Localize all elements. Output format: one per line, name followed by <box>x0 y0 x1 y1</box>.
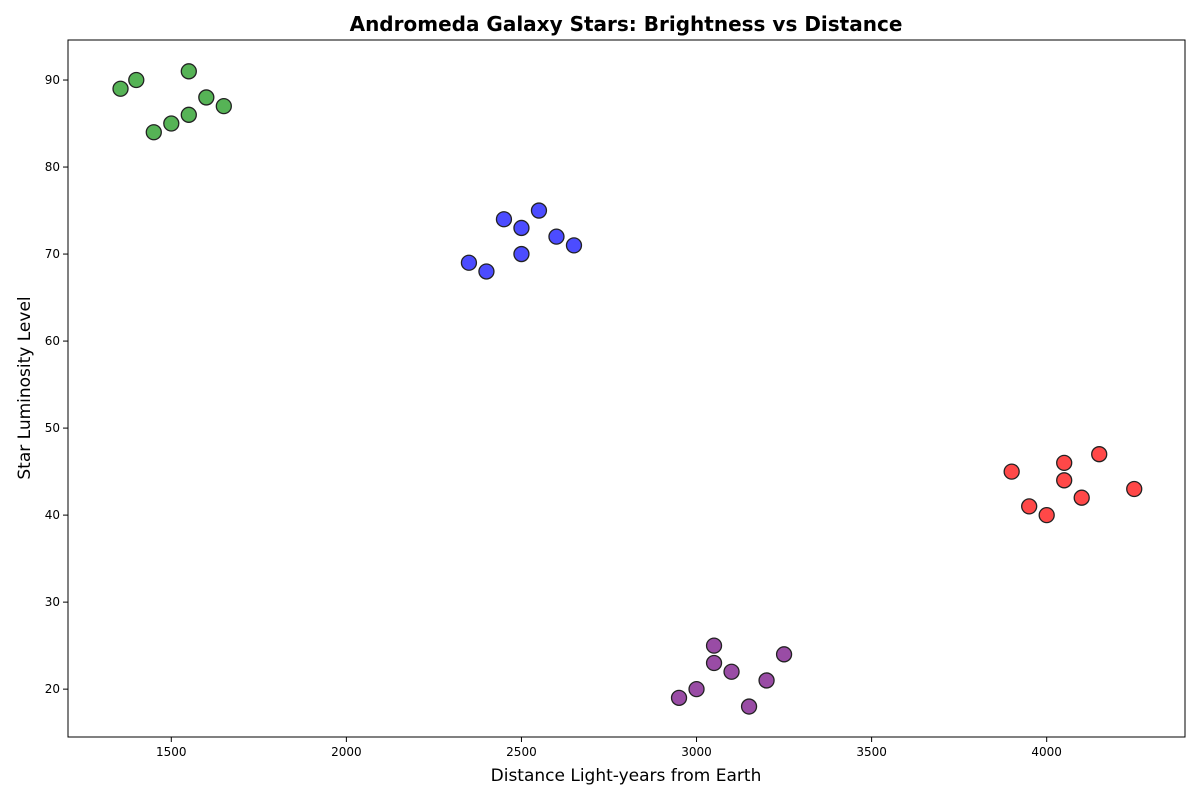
x-tick-label: 4000 <box>1031 745 1062 759</box>
y-axis-label: Star Luminosity Level <box>15 296 35 479</box>
scatter-point <box>1003 463 1020 480</box>
y-tick-label: 50 <box>45 421 60 435</box>
x-axis-ticks: 1500 2000 2500 3000 3500 4000 <box>156 737 1062 759</box>
scatter-point <box>775 646 793 663</box>
scatter-point <box>1126 480 1143 498</box>
scatter-point <box>705 654 723 672</box>
scatter-point <box>198 89 215 106</box>
scatter-point <box>1021 498 1038 515</box>
scatter-series <box>112 63 232 141</box>
scatter-point <box>460 254 478 271</box>
scatter-point <box>565 237 583 254</box>
x-tick-label: 2000 <box>331 745 362 759</box>
x-tick-label: 3500 <box>856 745 887 759</box>
points-layer <box>112 63 1143 715</box>
scatter-point <box>548 228 565 245</box>
scatter-point <box>128 71 145 89</box>
scatter-series <box>460 202 583 280</box>
scatter-point <box>478 263 495 280</box>
plot-area-frame <box>67 39 1186 738</box>
scatter-point <box>112 80 129 97</box>
scatter-point <box>688 680 705 698</box>
scatter-point <box>513 245 530 263</box>
scatter-point <box>495 211 513 228</box>
x-tick-label: 2500 <box>506 745 537 759</box>
scatter-point <box>1056 472 1073 489</box>
y-tick-label: 30 <box>45 595 60 609</box>
scatter-point <box>215 97 232 115</box>
scatter-point <box>513 219 530 237</box>
y-tick-label: 80 <box>45 160 60 174</box>
scatter-series <box>670 637 793 715</box>
scatter-point <box>758 672 775 689</box>
x-tick-label: 3000 <box>681 745 712 759</box>
chart-title: Andromeda Galaxy Stars: Brightness vs Di… <box>350 12 903 36</box>
y-tick-label: 70 <box>45 247 60 261</box>
x-tick-label: 1500 <box>156 745 187 759</box>
y-tick-label: 40 <box>45 508 60 522</box>
scatter-point <box>1056 454 1073 472</box>
scatter-point <box>145 124 162 141</box>
scatter-point <box>180 63 197 80</box>
scatter-point <box>530 202 548 219</box>
scatter-point <box>670 689 688 706</box>
scatter-point <box>1073 489 1090 506</box>
scatter-point <box>723 663 740 680</box>
scatter-point <box>740 698 758 715</box>
scatter-point <box>1091 446 1108 463</box>
y-tick-label: 90 <box>45 73 60 87</box>
scatter-point <box>1038 506 1055 524</box>
y-tick-label: 60 <box>45 334 60 348</box>
x-axis-label: Distance Light-years from Earth <box>491 766 762 786</box>
scatter-point <box>180 106 197 123</box>
scatter-point <box>163 115 180 132</box>
scatter-series <box>1003 446 1143 524</box>
scatter-point <box>705 637 723 654</box>
y-tick-label: 20 <box>45 682 60 696</box>
y-axis-ticks: 20 30 40 50 60 70 80 90 <box>45 73 68 696</box>
